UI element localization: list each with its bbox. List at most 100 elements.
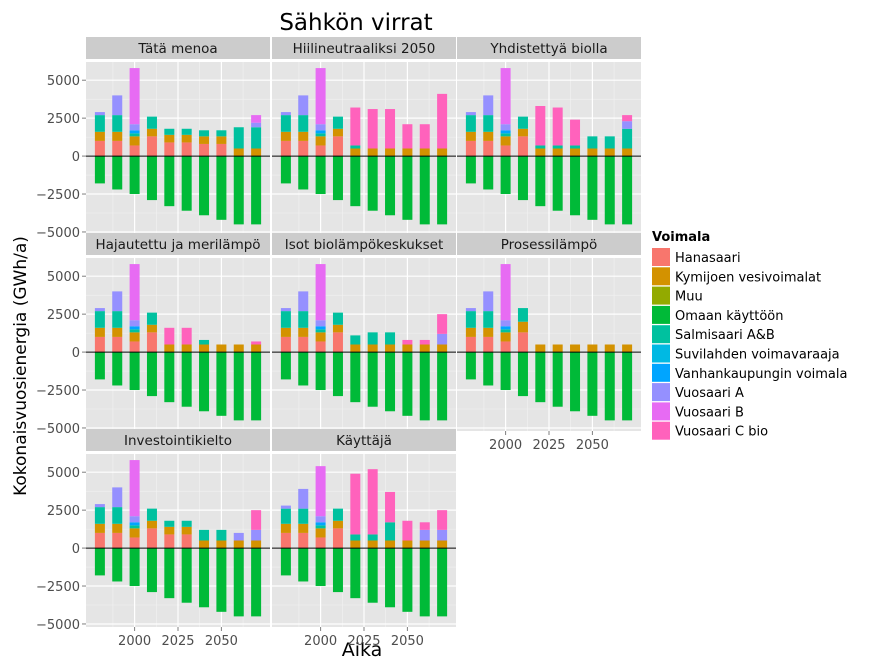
bar-segment <box>500 264 511 321</box>
bar-segment <box>181 352 192 407</box>
bar-segment <box>251 122 262 128</box>
bar-segment <box>552 107 563 146</box>
bar-segment <box>367 352 378 407</box>
bar-segment <box>622 121 633 129</box>
bar-segment <box>587 352 598 416</box>
bar-segment <box>483 336 494 353</box>
bar-segment <box>332 156 343 201</box>
bar-segment <box>298 115 309 132</box>
bar-segment <box>437 93 448 149</box>
bar-segment <box>367 534 378 541</box>
bar-segment <box>437 156 448 225</box>
bar-segment <box>622 352 633 421</box>
bar-segment <box>315 466 326 517</box>
bar-segment <box>483 140 494 157</box>
bar-segment <box>146 520 157 529</box>
bar-segment <box>500 329 511 333</box>
bar-segment <box>164 534 175 549</box>
bar-segment <box>419 344 430 353</box>
legend-swatch <box>652 402 670 421</box>
bar-segment <box>367 148 378 157</box>
bar-segment <box>129 352 140 391</box>
facet-strip <box>86 429 270 451</box>
bar-segment <box>199 339 210 345</box>
bar-segment <box>500 156 511 195</box>
bar-segment <box>402 156 413 220</box>
legend-label: Salmisaari A&B <box>675 328 775 343</box>
legend-swatch <box>652 421 670 440</box>
bar-segment <box>146 324 157 333</box>
bar-segment <box>332 352 343 397</box>
y-tick-label: 0 <box>72 150 80 165</box>
facet-panel: Käyttäjä 2000 2025 2050 <box>272 429 456 649</box>
bar-segment <box>315 352 326 391</box>
bar-segment <box>164 520 175 527</box>
bar-segment <box>385 344 396 353</box>
bar-segment <box>315 525 326 529</box>
bar-segment <box>437 148 448 157</box>
bar-segment <box>517 116 528 129</box>
bar-segment <box>517 308 528 322</box>
legend-swatch <box>652 305 670 324</box>
bar-segment <box>181 526 192 535</box>
bar-segment <box>94 507 105 524</box>
legend-swatch <box>652 267 670 286</box>
bar-segment <box>570 145 581 149</box>
bar-segment <box>517 156 528 201</box>
bar-segment <box>500 130 511 134</box>
bar-segment <box>570 156 581 216</box>
bar-segment <box>419 548 430 617</box>
y-tick-label: 2500 <box>47 308 80 323</box>
facet-strip <box>272 429 456 451</box>
bar-segment <box>251 156 262 225</box>
bar-segment <box>622 128 633 149</box>
facet-panel: Investointikielto −5000 −2500 0 2500 5000 2000… <box>36 429 270 649</box>
bar-segment <box>181 128 192 135</box>
legend-swatch <box>652 363 670 382</box>
bar-segment <box>112 131 123 141</box>
bar-segment <box>604 352 615 421</box>
bar-segment <box>199 540 210 549</box>
legend-swatch <box>652 248 670 266</box>
bar-segment <box>199 529 210 541</box>
bar-segment <box>483 311 494 328</box>
bar-segment <box>465 336 476 353</box>
bar-segment <box>112 311 123 328</box>
bar-segment <box>483 95 494 116</box>
bar-segment <box>94 308 105 312</box>
x-tick-label: 2000 <box>118 634 151 649</box>
bar-segment <box>552 352 563 407</box>
bar-segment <box>280 131 291 141</box>
bar-segment <box>129 145 140 157</box>
bar-segment <box>385 548 396 608</box>
bar-segment <box>332 548 343 593</box>
bar-segment <box>216 529 227 541</box>
legend-swatch <box>652 325 670 344</box>
facet-panels: Tätä menoa −5000 −2500 0 2500 5000 Hiilineutra… <box>36 37 641 649</box>
bar-segment <box>604 156 615 225</box>
bar-segment <box>315 528 326 538</box>
bar-segment <box>315 133 326 137</box>
facet-title: Käyttäjä <box>336 433 392 449</box>
bar-segment <box>164 134 175 143</box>
bar-segment <box>129 68 140 125</box>
bar-segment <box>315 548 326 587</box>
bar-segment <box>385 540 396 549</box>
bar-segment <box>164 142 175 157</box>
legend: Voimala Hanasaari Kymijoen vesivoimalat Mu… <box>652 230 847 440</box>
bar-segment <box>604 136 615 149</box>
bar-segment <box>332 520 343 529</box>
bar-segment <box>94 115 105 132</box>
y-tick-label: −5000 <box>36 226 80 241</box>
bar-segment <box>483 291 494 312</box>
bar-segment <box>315 332 326 342</box>
bar-segment <box>94 523 105 533</box>
bar-segment <box>216 344 227 353</box>
bar-segment <box>437 529 448 541</box>
bar-segment <box>535 156 546 207</box>
legend-label: Vanhankaupungin voimala <box>675 367 847 382</box>
bar-segment <box>402 520 413 541</box>
bar-segment <box>402 352 413 416</box>
bar-segment <box>552 344 563 353</box>
chart-title: Sähkön virrat <box>279 10 432 36</box>
